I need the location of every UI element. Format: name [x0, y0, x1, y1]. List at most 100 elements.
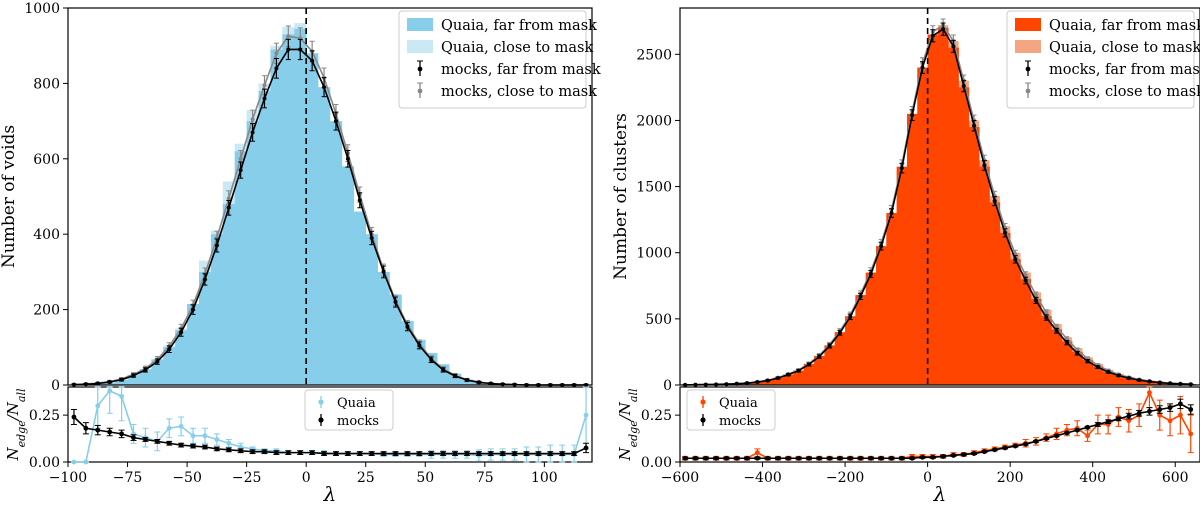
ratio-mocks-point — [512, 451, 517, 456]
legend-swatch — [407, 40, 433, 53]
ratio-mocks-point — [440, 451, 446, 456]
mock-far-point — [476, 380, 481, 385]
mock-far-point — [310, 58, 315, 63]
ratio-mocks-point — [909, 455, 915, 461]
ratio-legend-marker — [318, 417, 324, 423]
hist-bar-far — [845, 316, 856, 385]
ratio-legend-marker — [700, 399, 706, 405]
hist-bar-far — [1061, 341, 1073, 385]
y-tick-label: 500 — [645, 312, 672, 328]
hist-bar-far — [1123, 377, 1135, 385]
ratio-mocks-point — [1157, 407, 1163, 412]
x-tick-label: 50 — [416, 470, 434, 486]
ratio-mocks-point — [971, 451, 977, 456]
mock-far-point — [848, 314, 853, 319]
hist-bar-far — [762, 380, 774, 385]
x-tick-label: −100 — [49, 470, 87, 486]
mock-far-point — [745, 381, 750, 386]
ratio-mocks-point — [285, 450, 291, 456]
mock-far-point — [464, 378, 469, 383]
ratio-quaia-point — [83, 459, 89, 465]
mock-far-point — [868, 271, 873, 276]
hist-bar-far — [210, 234, 224, 385]
legend-swatch — [407, 18, 433, 31]
ratio-mocks-point — [1177, 401, 1183, 407]
mock-far-point — [1044, 315, 1049, 320]
hist-bar-far — [282, 34, 295, 385]
ratio-mocks-point — [858, 455, 863, 461]
hist-bar-far — [906, 113, 918, 386]
ratio-mocks-point — [878, 455, 884, 461]
x-tick-label: −50 — [172, 470, 202, 486]
ratio-mocks-point — [393, 451, 398, 456]
hist-bar-far — [353, 211, 367, 385]
mock-close-point — [262, 83, 267, 88]
mock-far-point — [889, 211, 894, 216]
legend-label: mocks, far from mask — [441, 62, 601, 78]
hist-bar-far — [139, 369, 152, 385]
legend-marker — [1025, 66, 1031, 72]
mock-far-point — [238, 168, 243, 173]
ratio-legend-label: mocks — [337, 414, 379, 429]
mock-far-point — [920, 65, 925, 70]
hist-bar-far — [449, 373, 462, 385]
hist-bar-far — [793, 370, 805, 385]
ratio-mocks-point — [452, 451, 458, 456]
ratio-mocks-point — [297, 450, 303, 456]
mock-far-point — [930, 33, 935, 38]
mock-far-point — [1137, 378, 1142, 383]
main-axes-frame — [679, 7, 1200, 386]
legend-label: mocks, close to mask — [1049, 84, 1200, 100]
ratio-mocks-point — [1085, 424, 1090, 430]
hist-bar-far — [163, 347, 176, 385]
ratio-quaia-point — [95, 403, 101, 409]
x-tick-label: 75 — [476, 470, 494, 486]
ratio-mocks-point — [889, 455, 894, 461]
x-tick-label: 400 — [1079, 470, 1106, 486]
hist-bar-far — [1010, 259, 1021, 385]
x-tick-label: −200 — [826, 470, 864, 486]
hist-bar-far — [989, 202, 1001, 385]
ratio-mocks-point — [868, 455, 874, 461]
mock-far-point — [333, 119, 338, 124]
mock-far-point — [405, 324, 410, 329]
ratio-mocks-point — [488, 451, 494, 456]
hist-bar-far — [246, 121, 259, 385]
hist-bar-far — [814, 355, 825, 385]
mock-far-point — [500, 382, 505, 387]
y-tick-label: 0 — [663, 378, 672, 394]
ratio-y-tick-label: 0.00 — [641, 455, 672, 471]
hist-bar-far — [876, 246, 887, 385]
ratio-mocks-point — [734, 455, 740, 461]
hist-bar-far — [772, 377, 784, 385]
mock-far-point — [972, 123, 977, 128]
x-tick-label: 0 — [302, 470, 311, 486]
hist-bar-far — [365, 234, 378, 385]
ratio-mocks-point — [1064, 430, 1070, 436]
ratio-mocks-point — [428, 451, 434, 456]
ratio-quaia-point — [1177, 412, 1183, 418]
hist-bar-far — [824, 345, 836, 385]
ratio-mocks-point — [500, 451, 506, 456]
ratio-y-tick-label: 0.25 — [641, 408, 672, 424]
ratio-y-tick-label: 0.00 — [29, 455, 60, 471]
x-axis-label: λ — [323, 482, 337, 505]
mock-far-point — [1064, 340, 1069, 345]
ratio-mocks-point — [369, 451, 375, 456]
ratio-mocks-point — [1116, 416, 1121, 422]
hist-bar-far — [294, 28, 307, 386]
mock-far-point — [786, 372, 791, 377]
ratio-mocks-point — [131, 435, 136, 441]
hist-bar-far — [175, 330, 188, 385]
ratio-mocks-point — [202, 444, 208, 450]
mock-far-point — [1023, 278, 1028, 283]
x-tick-label: 25 — [357, 470, 375, 486]
mock-far-point — [1106, 370, 1111, 375]
hist-bar-far — [1072, 351, 1083, 385]
ratio-mocks-point — [143, 437, 148, 442]
mock-far-point — [250, 130, 255, 135]
ratio-mocks-point — [238, 448, 244, 454]
mock-far-point — [131, 373, 136, 378]
ratio-mocks-point — [226, 447, 232, 453]
ratio-mocks-point — [476, 451, 482, 456]
